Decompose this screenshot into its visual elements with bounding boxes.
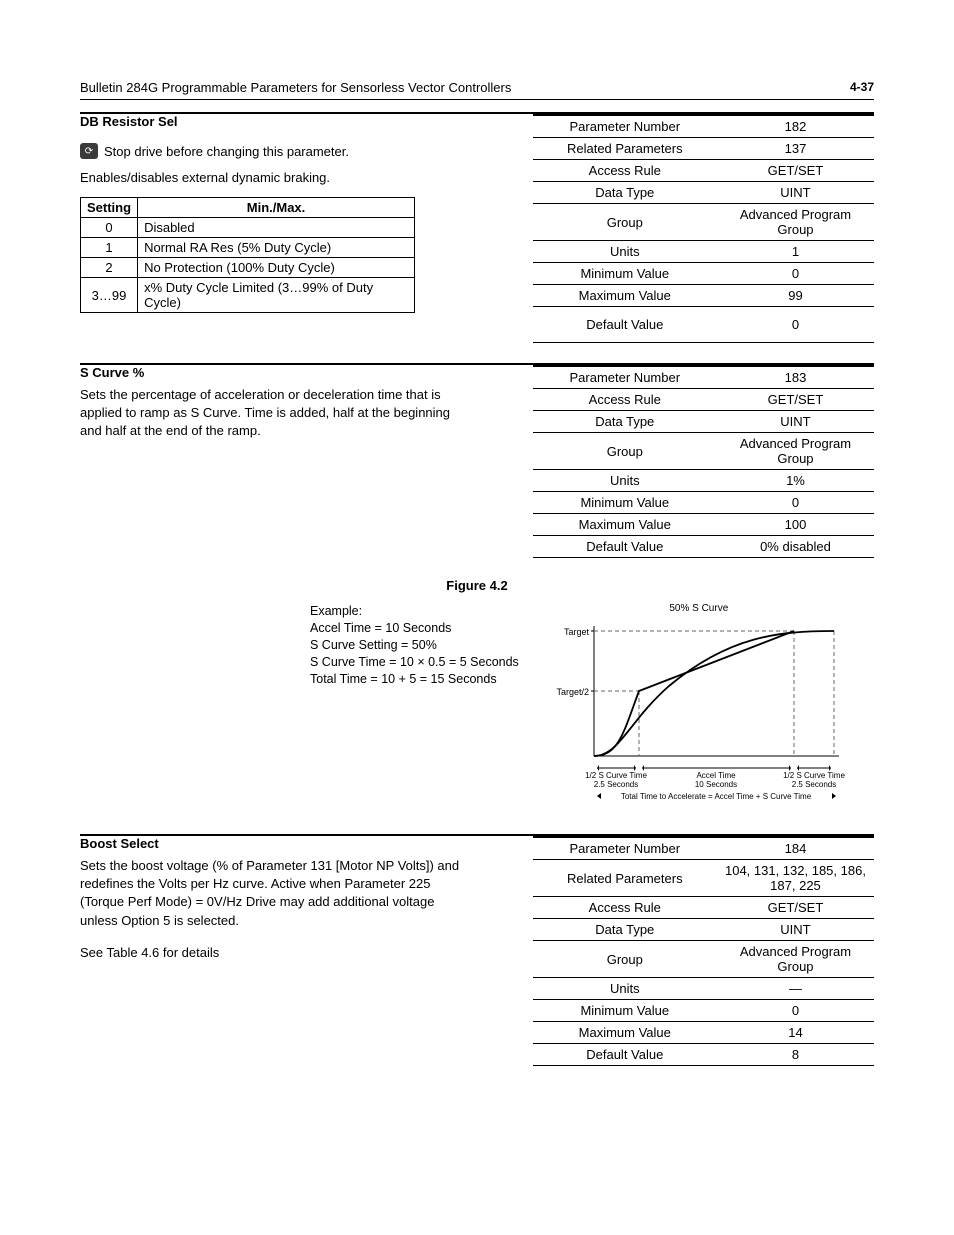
s-curve-chart: 50% S Curve Target Target/2	[549, 603, 849, 804]
settings-col-1: Min./Max.	[138, 198, 415, 218]
svg-text:Total Time to Accelerate = Acc: Total Time to Accelerate = Accel Time + …	[621, 792, 812, 801]
svg-text:Target: Target	[564, 627, 590, 637]
example-text: Example: Accel Time = 10 Seconds S Curve…	[310, 603, 519, 804]
svg-text:1/2 S Curve Time: 1/2 S Curve Time	[783, 771, 845, 780]
svg-text:2.5 Seconds: 2.5 Seconds	[792, 780, 836, 789]
svg-text:10 Seconds: 10 Seconds	[695, 780, 737, 789]
block1-warning: Stop drive before changing this paramete…	[104, 144, 349, 159]
settings-col-0: Setting	[81, 198, 138, 218]
block1-desc: Enables/disables external dynamic brakin…	[80, 169, 473, 187]
block3-title: Boost Select	[80, 836, 473, 851]
param-table-1: Parameter Number182 Related Parameters13…	[533, 114, 874, 343]
svg-text:1/2 S Curve Time: 1/2 S Curve Time	[585, 771, 647, 780]
figure-label: Figure 4.2	[80, 578, 874, 593]
block3-note: See Table 4.6 for details	[80, 944, 473, 962]
block-s-curve: S Curve % Sets the percentage of acceler…	[80, 365, 874, 558]
svg-text:Accel Time: Accel Time	[696, 771, 736, 780]
settings-table: Setting Min./Max. 0Disabled 1Normal RA R…	[80, 197, 415, 313]
block2-title: S Curve %	[80, 365, 473, 380]
svg-text:2.5 Seconds: 2.5 Seconds	[594, 780, 638, 789]
header-title: Bulletin 284G Programmable Parameters fo…	[80, 80, 511, 95]
block2-desc: Sets the percentage of acceleration or d…	[80, 386, 473, 441]
param-table-3: Parameter Number184 Related Parameters10…	[533, 836, 874, 1066]
param-table-2: Parameter Number183 Access RuleGET/SET D…	[533, 365, 874, 558]
page-header: Bulletin 284G Programmable Parameters fo…	[80, 80, 874, 100]
block1-title: DB Resistor Sel	[80, 114, 473, 129]
block-boost-select: Boost Select Sets the boost voltage (% o…	[80, 836, 874, 1066]
page-number: 4-37	[850, 80, 874, 95]
figure-4-2: Figure 4.2 Example: Accel Time = 10 Seco…	[80, 578, 874, 804]
stop-icon: ⟳	[80, 143, 98, 159]
page-content: Bulletin 284G Programmable Parameters fo…	[0, 0, 954, 1066]
block-db-resistor: DB Resistor Sel ⟳ Stop drive before chan…	[80, 114, 874, 343]
block3-desc: Sets the boost voltage (% of Parameter 1…	[80, 857, 473, 930]
svg-text:Target/2: Target/2	[556, 687, 589, 697]
